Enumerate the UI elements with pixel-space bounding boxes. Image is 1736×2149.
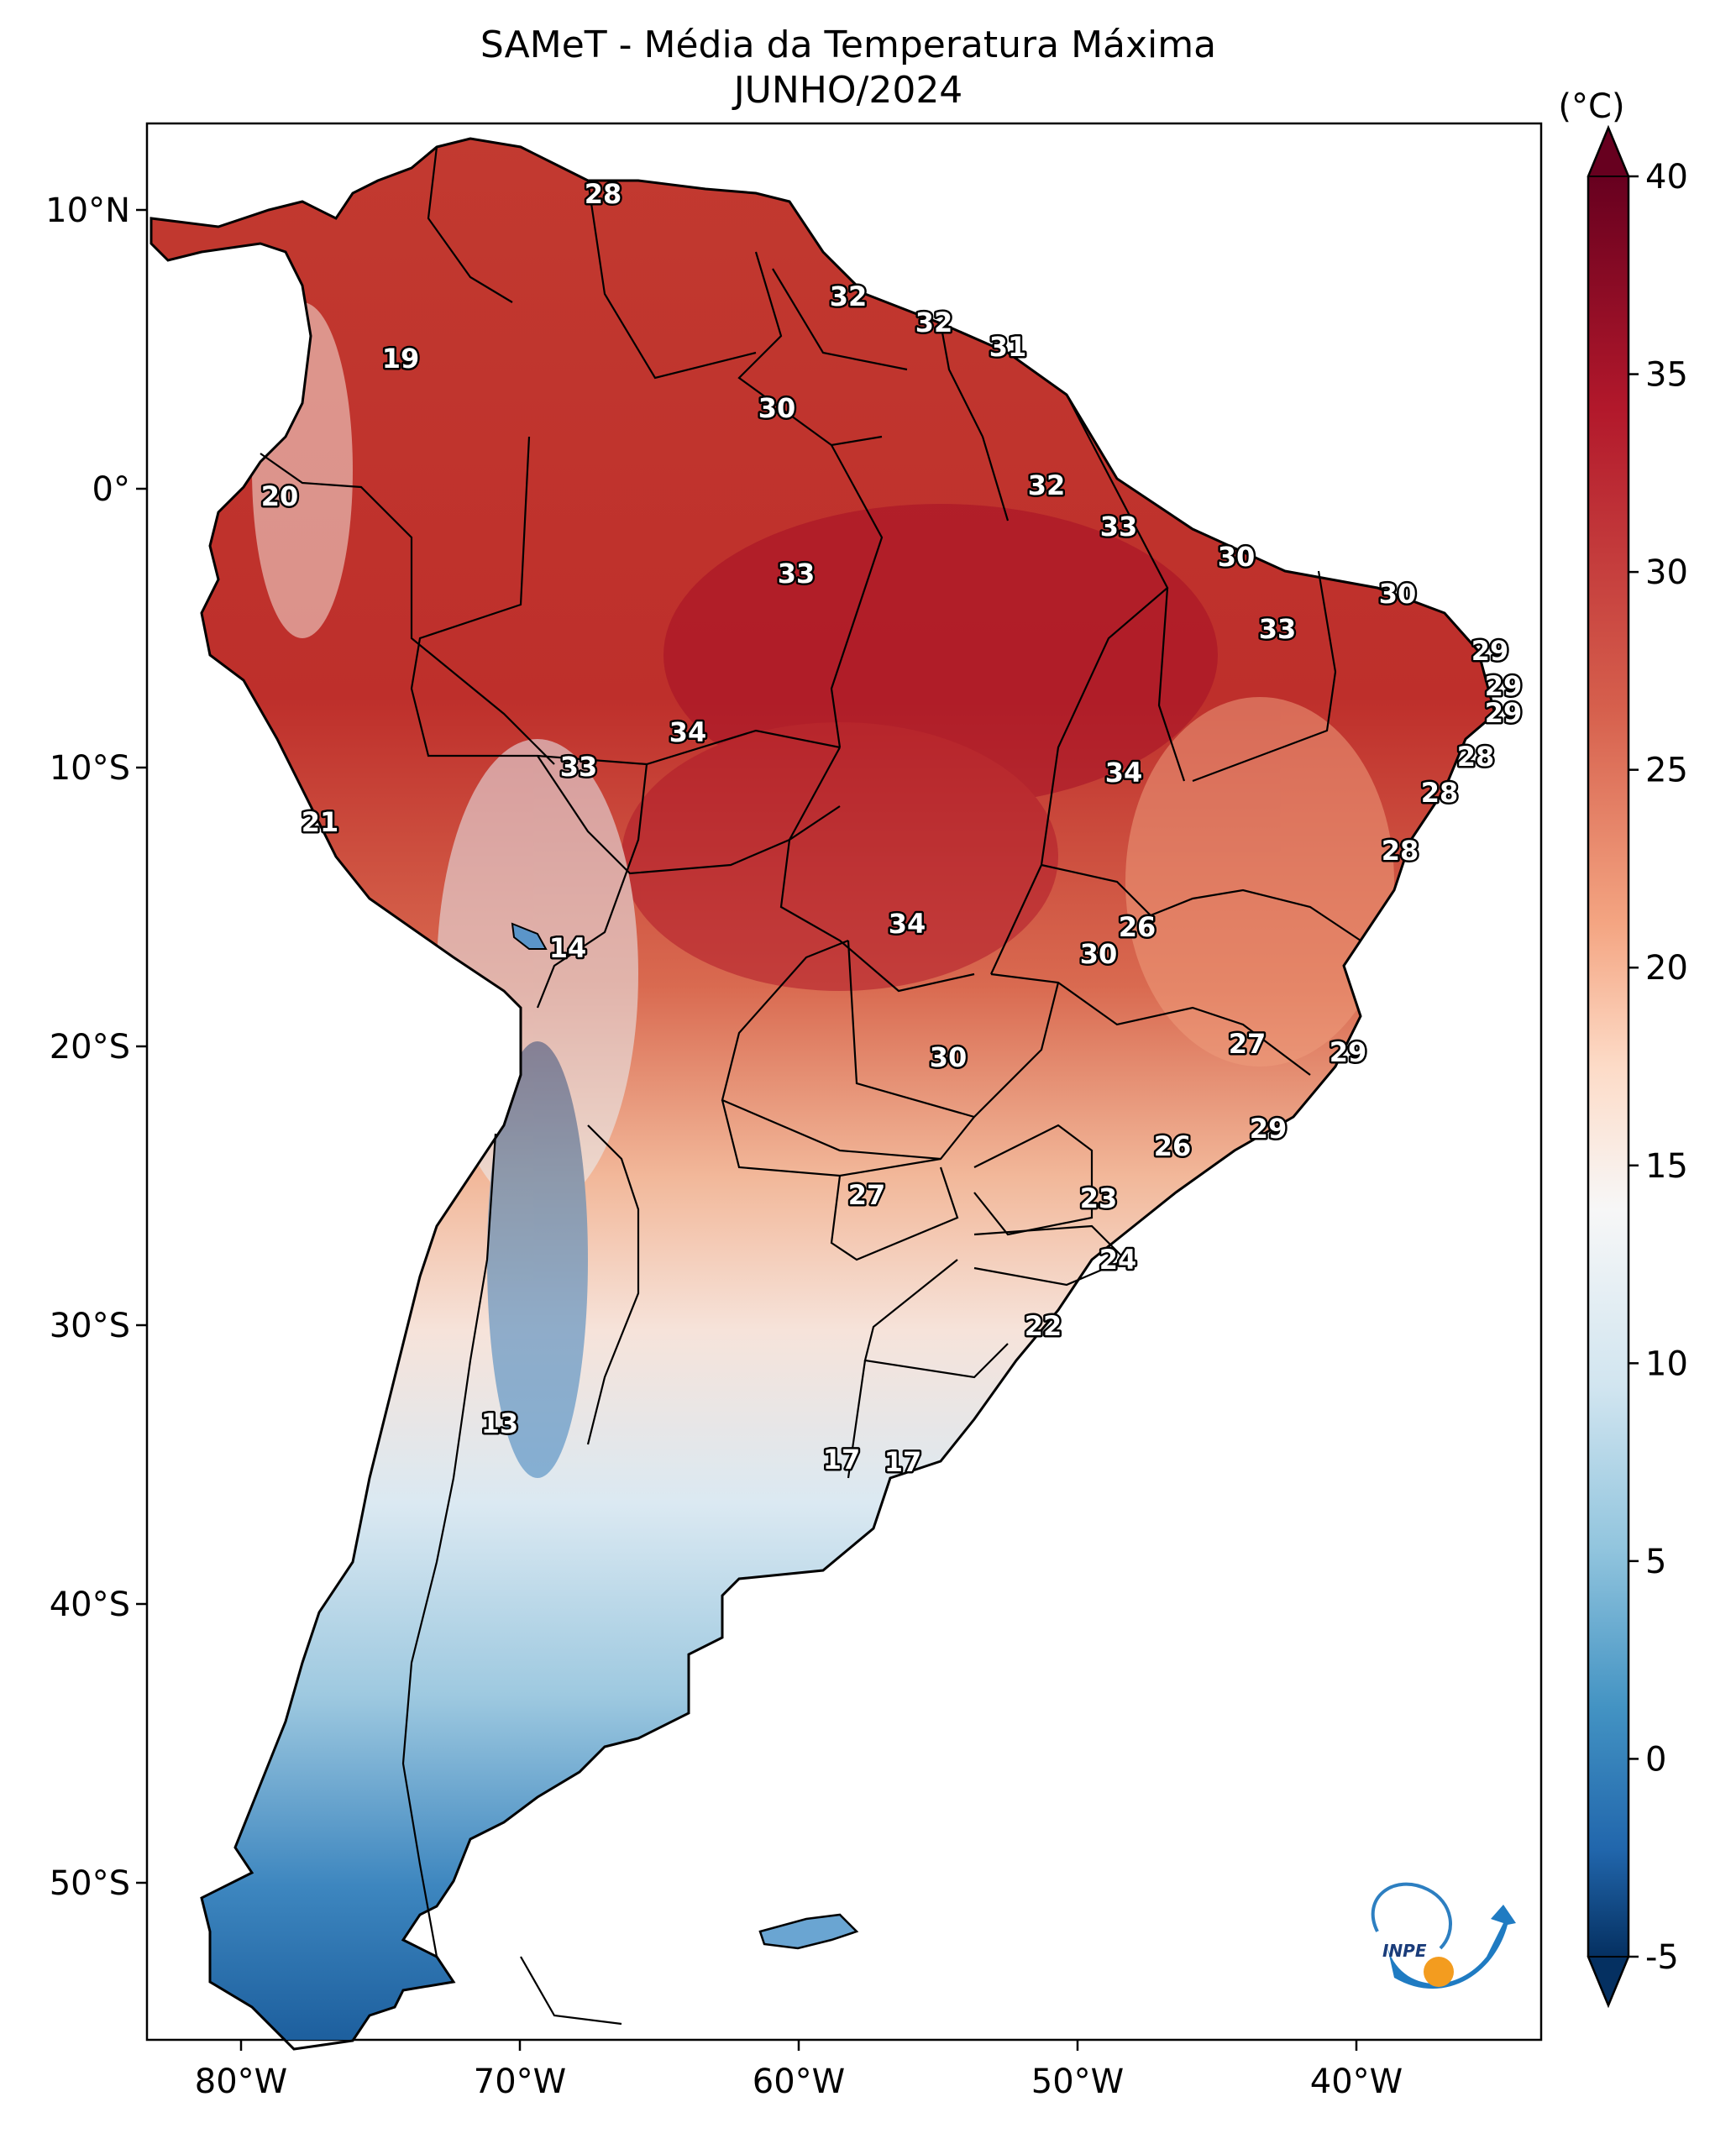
colorbar-min-arrow (1587, 1956, 1630, 2008)
colorbar-tick-label: 25 (1645, 752, 1688, 790)
map-subtitle: JUNHO/2024 (732, 69, 963, 112)
temp-label: 29 (1250, 1113, 1288, 1145)
temp-label: 19 (382, 343, 420, 375)
temp-label: 26 (1119, 911, 1156, 943)
colorbar-tick-label: 0 (1645, 1740, 1666, 1779)
colorbar-tick-label: 10 (1645, 1344, 1688, 1383)
temp-label: 28 (1421, 777, 1459, 809)
map-title: SAMeT - Média da Temperatura Máxima (480, 24, 1216, 66)
lon-tick-label: 70°W (474, 2063, 566, 2101)
temp-label: 34 (669, 716, 707, 748)
temp-label: 29 (1485, 697, 1523, 729)
inpe-logo-text: INPE (1382, 1941, 1427, 1961)
temp-label: 29 (1485, 670, 1523, 702)
colorbar-ticks: 40 35 30 25 20 15 10 5 0 -5 (1628, 158, 1688, 1977)
lat-tick-label: 10°S (50, 749, 130, 788)
temp-label: 21 (302, 806, 339, 838)
temp-label: 30 (758, 392, 796, 424)
temp-label: 27 (848, 1179, 886, 1211)
temp-label: 29 (1471, 635, 1509, 667)
lake-titicaca (511, 922, 548, 950)
colorbar: (°C) (1558, 87, 1630, 2009)
lat-tick-label: 0° (92, 470, 130, 509)
temp-label: 17 (823, 1444, 861, 1475)
lon-tick-label: 40°W (1310, 2063, 1403, 2101)
lat-tick-label: 20°S (50, 1028, 130, 1067)
temp-label: 34 (1105, 757, 1143, 789)
temp-label: 14 (549, 932, 587, 964)
colorbar-unit: (°C) (1558, 87, 1624, 126)
temp-label: 26 (1154, 1130, 1192, 1162)
coastline (149, 137, 1497, 2051)
lon-tick-label: 50°W (1031, 2063, 1124, 2101)
falkland-islands (758, 1913, 859, 1950)
lon-tick-label: 60°W (753, 2063, 845, 2101)
temp-label: 33 (1100, 511, 1138, 542)
temp-label: 28 (1457, 741, 1495, 773)
colorbar-tick-label: -5 (1645, 1938, 1679, 1977)
lat-tick-label: 30°S (50, 1307, 130, 1345)
colorbar-tick-label: 35 (1645, 356, 1688, 395)
temp-label: 13 (481, 1407, 519, 1439)
temp-label: 27 (1229, 1028, 1267, 1060)
temp-label: 30 (1379, 578, 1417, 610)
temp-label: 22 (1025, 1310, 1062, 1342)
colorbar-tick-label: 40 (1645, 158, 1688, 197)
temp-label: 30 (930, 1041, 968, 1073)
temp-label: 28 (585, 178, 622, 210)
temp-label: 20 (261, 480, 299, 512)
colorbar-max-arrow (1587, 125, 1630, 177)
country-borders (260, 146, 1361, 2026)
colorbar-tick-label: 5 (1645, 1543, 1666, 1581)
temp-label: 33 (560, 751, 598, 783)
colorbar-tick-label: 30 (1645, 553, 1688, 592)
temp-label: 33 (1259, 613, 1297, 645)
temp-label: 32 (1028, 469, 1066, 501)
temp-label: 24 (1099, 1244, 1137, 1276)
temp-label: 30 (1080, 938, 1118, 970)
temp-label: 23 (1080, 1182, 1118, 1214)
lat-tick-label: 50°S (50, 1864, 130, 1903)
lat-tick-label: 10°N (45, 191, 130, 230)
latitude-axis: 10°N 0° 10°S 20°S 30°S 40°S 50°S (45, 191, 147, 1903)
colorbar-tick-label: 15 (1645, 1147, 1688, 1186)
temp-label: 31 (989, 331, 1027, 363)
temp-label: 29 (1330, 1036, 1367, 1068)
temperature-labels: 28 32 32 31 19 30 20 32 33 33 30 30 33 2… (259, 176, 1524, 1481)
longitude-axis: 80°W 70°W 60°W 50°W 40°W (195, 2040, 1403, 2101)
colorbar-tick-label: 20 (1645, 949, 1688, 988)
temp-label: 34 (889, 908, 926, 940)
colorbar-scale (1588, 176, 1628, 1957)
inpe-logo: INPE (1371, 1882, 1516, 1989)
temp-label: 33 (778, 558, 816, 590)
temp-label: 17 (884, 1446, 922, 1478)
temp-label: 30 (1218, 541, 1256, 573)
temp-label: 28 (1382, 835, 1419, 867)
temp-label: 32 (830, 280, 868, 312)
lat-tick-label: 40°S (50, 1586, 130, 1624)
lon-tick-label: 80°W (195, 2063, 287, 2101)
temp-label: 32 (915, 307, 953, 338)
